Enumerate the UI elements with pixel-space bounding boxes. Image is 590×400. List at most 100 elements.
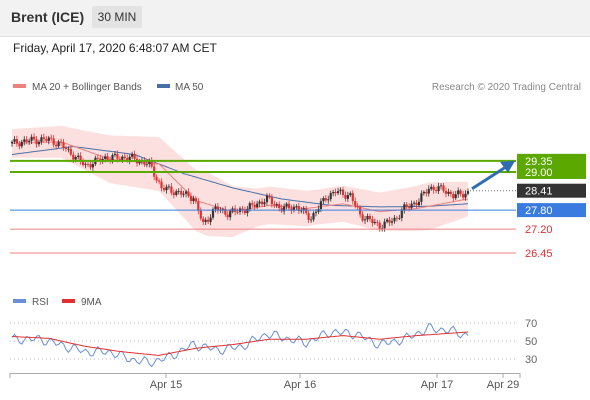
candle-body [427,188,430,194]
candle [180,187,183,198]
candle [111,153,114,164]
candle-body [18,143,21,147]
candle [229,208,232,221]
candle-body [278,204,281,208]
candle-body [268,195,271,198]
candle-body [57,141,60,147]
candle [170,183,173,196]
candle-body [258,201,261,204]
candle-body [52,138,55,145]
candle [47,135,50,145]
candle [167,184,170,190]
candle [45,136,48,143]
candle-body [351,193,354,201]
candle-body [204,219,207,222]
candle-body [148,160,151,164]
candle [192,195,195,204]
candle [197,198,200,215]
candle [113,151,117,158]
candle-body [202,218,205,222]
candle [413,200,416,207]
candle [10,140,14,147]
candle-body [378,222,381,229]
candle-body [86,164,90,165]
candle-body [368,216,371,220]
candle-body [334,192,337,194]
candle [354,197,357,209]
candle [194,196,197,204]
candle-body [118,158,121,160]
candle [388,216,391,227]
candle [131,151,134,160]
candle [307,209,310,223]
rsi-legend-label: RSI [32,297,49,308]
candle-body [77,155,80,157]
candle-body [126,158,129,161]
candle-body [170,186,173,193]
candle-body [447,191,450,194]
candle-body [261,201,264,205]
candle-body [64,148,67,149]
candle [366,213,369,223]
candle-body [430,186,433,189]
candle-body [297,206,300,211]
candle-body [131,154,134,157]
candle-body [23,139,26,142]
candle [449,189,452,197]
rsi-legend-swatch [13,299,26,303]
candle-body [462,194,465,198]
candle-body [332,192,335,194]
candle [28,138,31,145]
candle [13,136,16,144]
candle [55,142,58,150]
resistance-label-29.00: 29.00 [525,167,553,179]
candle-body [160,181,163,189]
candle [52,135,55,148]
timeframe-button[interactable]: 30 MIN [92,6,142,28]
candle-body [246,209,249,214]
candle-body [214,206,217,210]
candle-body [405,204,408,207]
candle [150,157,153,169]
candle-body [251,203,254,205]
candle-body [256,203,259,208]
rsi-tick-30: 30 [525,354,537,366]
candle [464,190,467,201]
candle-body [457,190,460,195]
candle [376,219,379,227]
candle [310,216,313,223]
candle-body [236,211,239,213]
candle [253,201,256,211]
candle [327,195,330,204]
candle [393,215,396,224]
candle [33,133,36,142]
candle [295,204,298,211]
ma50-legend-swatch [157,84,170,88]
candle [398,214,401,220]
candle [371,215,374,227]
candle [403,202,406,214]
candle-body [376,221,379,223]
candle [430,184,433,191]
candle-body [339,189,342,192]
candle-body [25,139,28,142]
candle-body [209,217,212,222]
candle-body [371,219,374,224]
candle [349,191,352,197]
candle [207,216,210,225]
candle [329,190,332,202]
candle-body [305,208,308,214]
candle-body [248,203,251,209]
candle [339,187,342,195]
candle [439,183,443,190]
ma20-legend-label: MA 20 + Bollinger Bands [32,82,142,93]
bollinger-band [12,125,468,238]
candle-body [194,198,197,202]
candle-body [410,203,413,208]
trend-arrow-head [500,160,515,173]
x-tick-label: Apr 17 [421,379,453,391]
candle-body [329,193,332,200]
candle [324,195,327,203]
candle [25,136,28,145]
candle-body [425,191,428,194]
